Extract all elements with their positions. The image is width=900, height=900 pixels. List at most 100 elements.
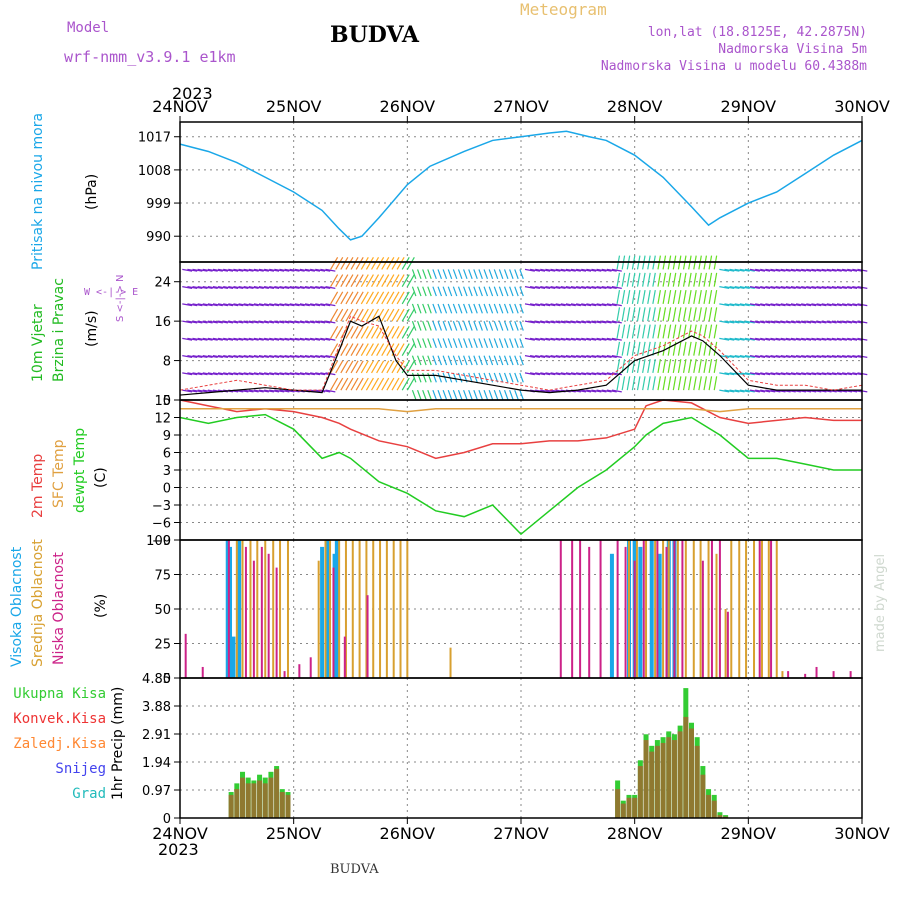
wind-barb bbox=[657, 272, 661, 287]
wind-barb bbox=[724, 303, 735, 307]
low-cloud-bar bbox=[656, 540, 659, 678]
wind-barb bbox=[483, 389, 489, 400]
wind-barb bbox=[677, 272, 682, 287]
wind-barb bbox=[591, 286, 602, 289]
wind-barb bbox=[264, 286, 275, 289]
wind-barb bbox=[581, 320, 592, 324]
wind-barb bbox=[524, 320, 535, 324]
wind-barb bbox=[550, 372, 561, 376]
wind-barb bbox=[770, 372, 781, 376]
wind-barb bbox=[519, 303, 524, 314]
wind-barb bbox=[411, 269, 417, 279]
wind-ytick-label: 0 bbox=[163, 394, 171, 409]
wind-barb bbox=[657, 324, 661, 339]
wind-barb bbox=[682, 376, 687, 391]
wind-barb bbox=[826, 286, 837, 289]
wind-barb bbox=[775, 286, 786, 289]
wind-barb bbox=[360, 377, 369, 391]
low-cloud-bar bbox=[642, 540, 645, 678]
wind-barb bbox=[192, 337, 203, 341]
wind-barb bbox=[248, 320, 259, 324]
wind-barb bbox=[847, 320, 858, 324]
wind-barb bbox=[535, 372, 546, 376]
wind-barb bbox=[672, 290, 677, 304]
wind-barb bbox=[350, 274, 359, 287]
wind-barb bbox=[432, 303, 437, 314]
wind-barb bbox=[703, 272, 708, 287]
wind-barb bbox=[657, 341, 661, 356]
wind-barb bbox=[452, 269, 458, 279]
wind-barb bbox=[253, 372, 264, 376]
wind-barb bbox=[790, 372, 801, 376]
wind-barb bbox=[836, 320, 847, 324]
wind-barb bbox=[258, 355, 269, 358]
wind-barb bbox=[335, 360, 344, 374]
model-label: Model bbox=[67, 20, 110, 36]
wind-barb bbox=[581, 372, 592, 376]
wind-barb bbox=[207, 372, 218, 376]
wind-barb bbox=[596, 337, 607, 341]
wind-barb bbox=[734, 286, 745, 289]
wind-barb bbox=[182, 355, 193, 358]
wind-barb bbox=[350, 256, 359, 270]
low-cloud-bar bbox=[366, 595, 369, 678]
wind-barb bbox=[519, 269, 524, 279]
wind-barb bbox=[842, 355, 853, 358]
conv-precip-bar bbox=[711, 800, 717, 818]
wind-barb bbox=[631, 272, 636, 287]
mid-cloud-bar bbox=[724, 609, 727, 678]
wind-barb bbox=[294, 286, 305, 289]
wind-barb bbox=[749, 372, 760, 376]
wind-barb bbox=[427, 303, 432, 314]
wind-barb bbox=[852, 268, 863, 272]
wind-barb bbox=[601, 337, 612, 341]
wind-barb bbox=[315, 320, 326, 324]
model-name: wrf-nmm_v3.9.1 e1km bbox=[64, 48, 236, 66]
wind-barb bbox=[616, 272, 621, 287]
wind-barb bbox=[243, 320, 254, 324]
wind-barb bbox=[355, 291, 364, 305]
wind-barb bbox=[565, 286, 576, 289]
wind-barb bbox=[483, 269, 489, 279]
wind-barb bbox=[749, 389, 760, 393]
mid-cloud-bar bbox=[385, 540, 388, 678]
wind-barb bbox=[299, 286, 310, 289]
wind-barb bbox=[371, 360, 380, 374]
wind-barb bbox=[765, 372, 776, 376]
wind-barb bbox=[672, 307, 677, 322]
wind-barb bbox=[662, 324, 667, 339]
wind-barb bbox=[345, 274, 354, 287]
wind-barb bbox=[350, 343, 359, 356]
wind-barb bbox=[565, 355, 576, 358]
wind-barb bbox=[233, 268, 244, 272]
wind-barb bbox=[452, 320, 458, 331]
precip-ytick-label: 1.94 bbox=[142, 756, 171, 771]
wind-barb bbox=[550, 286, 561, 289]
wind-barb bbox=[560, 320, 571, 324]
wind-barb bbox=[478, 389, 483, 400]
wind-barb bbox=[376, 308, 385, 322]
wind-barb bbox=[406, 256, 415, 270]
wind-barb bbox=[591, 389, 602, 393]
wind-barb bbox=[457, 303, 463, 314]
wind-barb bbox=[519, 320, 524, 331]
wind-barb bbox=[601, 320, 612, 324]
model-altitude-text: Nadmorska Visina u modelu 60.4388m bbox=[600, 59, 867, 74]
wind-barb bbox=[724, 372, 735, 376]
wind-barb bbox=[243, 389, 254, 393]
wind-barb bbox=[304, 337, 315, 341]
wind-barb bbox=[371, 377, 380, 391]
wind-barb bbox=[310, 355, 321, 358]
wind-barb bbox=[795, 268, 807, 272]
wind-barb bbox=[765, 355, 776, 358]
wind-barb bbox=[811, 320, 822, 324]
wind-barb bbox=[560, 303, 571, 307]
wind-barb bbox=[325, 337, 336, 341]
wind-barb bbox=[739, 303, 750, 307]
mid-cloud-bar bbox=[235, 540, 238, 678]
wind-barb bbox=[427, 269, 432, 279]
wind-barb bbox=[376, 291, 385, 305]
wind-barb bbox=[581, 337, 592, 341]
wind-barb bbox=[483, 286, 489, 297]
temp-ytick-label: 15 bbox=[154, 394, 171, 409]
